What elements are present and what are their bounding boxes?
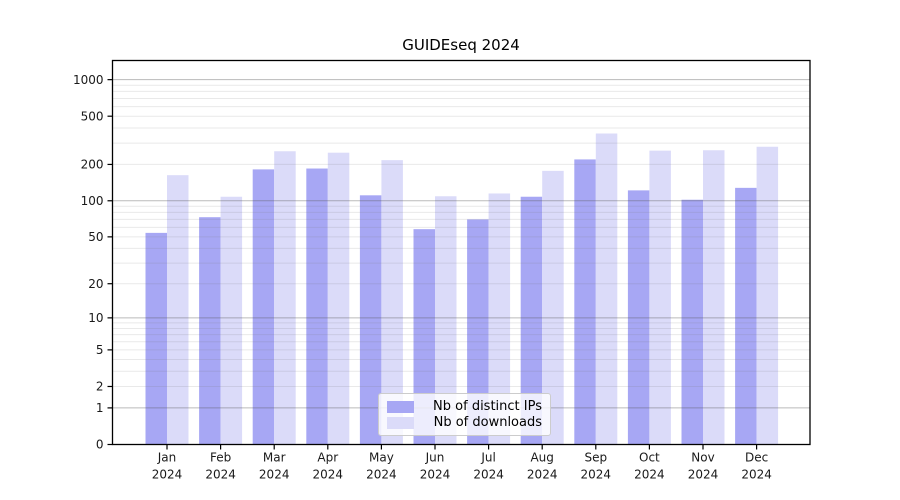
bar-distinct-ips-nov [681, 199, 703, 445]
x-tick-label-year: 2024 [473, 468, 504, 482]
x-tick-label-month: Apr [317, 451, 338, 465]
bar-downloads-sep [595, 133, 618, 445]
legend-item-distinct-ips: Nb of distinct IPs [387, 399, 542, 415]
y-tick-label: 200 [81, 158, 104, 172]
y-tick-label: 5 [96, 343, 104, 357]
bar-distinct-ips-dec [735, 187, 757, 445]
x-axis: Jan 2024 Feb 2024 Mar 2024 Apr 2024 May 2024 Jun 20… [152, 444, 772, 482]
x-tick-label-year: 2024 [527, 468, 558, 482]
x-tick-label-month: Mar [263, 451, 286, 465]
plot-border [111, 59, 811, 446]
x-tick-label-month: Nov [691, 451, 714, 465]
bar-downloads-nov [703, 150, 725, 445]
legend-swatch-distinct-ips [387, 401, 414, 413]
y-axis: 0 1 2 5 10 20 50 100 200 500 1000 [73, 73, 113, 452]
bar-downloads-aug [542, 170, 564, 445]
x-tick-label-year: 2024 [152, 468, 183, 482]
bar-distinct-ips-sep [574, 159, 596, 445]
y-tick-label: 500 [81, 109, 104, 123]
bar-downloads-jun [435, 196, 457, 445]
bar-downloads-feb [220, 196, 243, 445]
y-tick-label: 10 [88, 311, 103, 325]
x-tick-label-year: 2024 [366, 468, 397, 482]
bar-distinct-ips-apr [306, 168, 328, 445]
bar-downloads-may [381, 160, 403, 445]
x-tick-label-year: 2024 [741, 468, 772, 482]
bar-distinct-ips-oct [627, 190, 650, 445]
bar-distinct-ips-feb [199, 217, 221, 445]
y-tick-label: 1 [96, 401, 104, 415]
y-tick-label: 1000 [73, 73, 104, 87]
y-tick-label: 0 [96, 438, 104, 452]
y-tick-label: 20 [88, 277, 103, 291]
bar-downloads-apr [327, 152, 350, 445]
legend-label-downloads: Nb of downloads [433, 415, 542, 430]
x-tick-label-month: Feb [210, 451, 231, 465]
x-tick-label-year: 2024 [634, 468, 665, 482]
bar-distinct-ips-jan [145, 232, 167, 445]
x-tick-label-year: 2024 [205, 468, 236, 482]
chart-title: GUIDEseq 2024 [402, 36, 520, 54]
x-tick-label-month: Dec [745, 451, 768, 465]
bar-distinct-ips-mar [252, 169, 275, 445]
x-tick-label-month: Jan [157, 451, 177, 465]
x-tick-label-year: 2024 [259, 468, 290, 482]
y-tick-label: 50 [88, 230, 103, 244]
bar-distinct-ips-jul [467, 219, 489, 445]
bar-distinct-ips-jun [413, 229, 435, 445]
legend-item-downloads: Nb of downloads [387, 415, 542, 431]
legend: Nb of distinct IPs Nb of downloads [378, 393, 551, 436]
legend-label-distinct-ips: Nb of distinct IPs [433, 399, 542, 414]
y-tick-label: 100 [81, 194, 104, 208]
bars-layer [145, 133, 779, 445]
x-tick-label-year: 2024 [688, 468, 719, 482]
bar-distinct-ips-aug [520, 196, 543, 445]
x-tick-label-month: Oct [639, 451, 660, 465]
x-tick-label-year: 2024 [581, 468, 612, 482]
bar-distinct-ips-may [359, 195, 382, 445]
x-tick-label-month: Aug [530, 451, 553, 465]
bar-downloads-dec [756, 146, 779, 445]
bar-downloads-oct [649, 150, 671, 445]
bar-downloads-jan [167, 175, 189, 445]
gridlines-layer [112, 79, 810, 409]
y-tick-label: 2 [96, 380, 104, 394]
x-tick-label-month: May [369, 451, 394, 465]
x-tick-label-month: Jun [425, 451, 445, 465]
x-tick-label-year: 2024 [420, 468, 451, 482]
legend-swatch-downloads [387, 417, 414, 429]
bar-downloads-mar [274, 151, 296, 445]
bar-downloads-jul [488, 193, 511, 445]
x-tick-label-year: 2024 [313, 468, 344, 482]
x-tick-label-month: Sep [584, 451, 607, 465]
x-tick-label-month: Jul [480, 451, 495, 465]
